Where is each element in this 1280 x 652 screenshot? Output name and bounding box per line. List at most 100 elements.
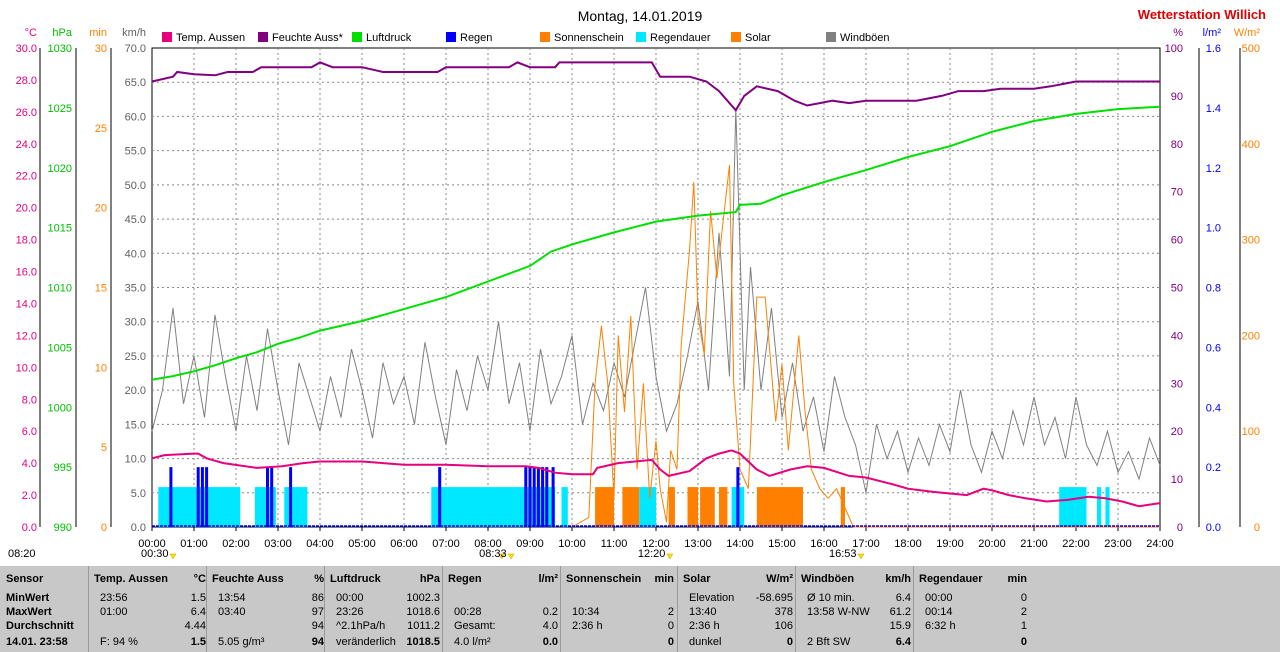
stat-value-label: 23:56: [100, 592, 128, 604]
column-separator: [324, 566, 325, 652]
axis-tick-label: 100: [1165, 43, 1183, 55]
axis-unit: l/m²: [1203, 27, 1222, 39]
legend-swatch: [258, 32, 268, 42]
x-tick-label: 05:00: [348, 538, 376, 550]
legend-label: Sonnenschein: [554, 32, 624, 44]
sonnenschein-bar: [719, 487, 728, 527]
legend-swatch: [540, 32, 550, 42]
regen-bar: [205, 467, 209, 527]
x-tick-label: 22:00: [1062, 538, 1090, 550]
axis-tick-label: 45.0: [125, 214, 146, 226]
chart-title: Montag, 14.01.2019: [578, 8, 703, 24]
stat-value: 0: [667, 636, 674, 648]
sun-marker-label: 08:33: [479, 548, 507, 560]
stat-value-label: 00:00: [336, 592, 364, 604]
stat-value: 4.44: [184, 620, 206, 632]
stat-row-label: MaxWert: [6, 606, 52, 618]
regendauer-bar: [1105, 487, 1110, 527]
axis-unit: hPa: [52, 27, 72, 39]
axis-tick-label: 30.0: [125, 317, 146, 329]
legend-label: Luftdruck: [366, 32, 412, 44]
chart-axes: °C 30.0 28.0 26.0 24.0 22.0 20.0 18.0 16.0 14.0 12…: [8, 27, 1260, 560]
column-separator: [795, 566, 796, 652]
stat-header-unit: hPa: [419, 573, 440, 585]
axis-tick-label: 35.0: [125, 283, 146, 295]
regen-bar: [524, 467, 528, 527]
stat-value-label: 00:00: [925, 592, 953, 604]
statistics-table: Sensor Temp. Aussen °C Feuchte Auss% Luftdru…: [0, 566, 1280, 652]
x-tick-label: 14:00: [726, 538, 754, 550]
stat-header-unit: °C: [193, 573, 206, 585]
stat-value-label: 5.05 g/m³: [218, 636, 265, 648]
stat-header: Luftdruck: [330, 573, 381, 585]
stat-value: 378: [774, 606, 793, 618]
axis-tick-label: 0.6: [1206, 342, 1221, 354]
legend-swatch: [446, 32, 456, 42]
regendauer-bar: [284, 487, 308, 527]
stat-value-label: veränderlich: [336, 636, 396, 648]
stat-value-label: 13:40: [689, 606, 717, 618]
axis-tick-label: 1020: [48, 163, 72, 175]
stat-header-unit: l/m²: [538, 573, 558, 585]
x-tick-label: 13:00: [684, 538, 712, 550]
axis-tick-label: 10: [95, 362, 107, 374]
stat-header: Solar: [683, 573, 711, 585]
axis-tick-label: 28.0: [16, 75, 37, 87]
sun-marker: [169, 553, 177, 560]
feuchte-line: [151, 61, 1160, 113]
x-tick-label: 24:00: [1146, 538, 1174, 550]
axis-tick-label: 10.0: [16, 362, 37, 374]
x-tick-label: 15:00: [768, 538, 796, 550]
x-tick-label: 20:00: [978, 538, 1006, 550]
x-tick-label: 11:00: [601, 538, 628, 550]
legend-swatch: [826, 32, 836, 42]
station-name: Wetterstation Willich: [1138, 7, 1266, 22]
legend-label: Regendauer: [650, 32, 711, 44]
stat-value-label: 2 Bft SW: [807, 636, 851, 648]
axis-tick-label: 55.0: [125, 146, 146, 158]
sonnenschein-bar: [668, 487, 675, 527]
legend-label: Regen: [460, 32, 492, 44]
axis-tick-label: 20.0: [125, 385, 146, 397]
stat-value: 0: [667, 620, 674, 632]
x-tick-label: 09:00: [516, 538, 544, 550]
stat-value-label: Gesamt:: [454, 620, 496, 632]
x-tick-label: 17:00: [852, 538, 880, 550]
stat-value: 94: [311, 620, 324, 632]
x-tick-label: 04:00: [306, 538, 334, 550]
stat-header: Sensor: [6, 573, 44, 585]
regen-bar: [200, 467, 204, 527]
stat-value-label: 6:32 h: [925, 620, 956, 632]
regen-bar: [541, 467, 545, 527]
axis-tick-label: 60.0: [125, 111, 146, 123]
plot-area: [151, 47, 1161, 528]
axis-tick-label: 15.0: [125, 419, 146, 431]
x-tick-label: 08:00: [474, 538, 502, 550]
axis-tick-label: 4.0: [22, 458, 37, 470]
stat-value: 86: [311, 592, 324, 604]
x-tick-label: 02:00: [222, 538, 250, 550]
legend-label: Windböen: [840, 32, 890, 44]
x-tick-label: 16:00: [810, 538, 838, 550]
axis-unit: W/m²: [1234, 27, 1261, 39]
sonnenschein-bar: [595, 487, 614, 527]
x-tick-label: 00:00: [138, 538, 166, 550]
axis-tick-label: 500: [1242, 43, 1260, 55]
legend-swatch: [352, 32, 362, 42]
stat-value: 1: [1020, 620, 1027, 632]
stat-row-label: MinWert: [6, 592, 50, 604]
legend-label: Temp. Aussen: [176, 32, 245, 44]
stat-value: 15.9: [889, 620, 911, 632]
stat-value: 6.4: [895, 592, 911, 604]
axis-tick-label: 1015: [48, 223, 72, 235]
axis-unit: min: [89, 27, 107, 39]
stat-value: 0.0: [542, 636, 558, 648]
legend-swatch: [636, 32, 646, 42]
axis-tick-label: 1000: [48, 402, 72, 414]
regen-bar: [438, 467, 442, 527]
axis-tick-label: 100: [1242, 426, 1260, 438]
sun-marker: [857, 553, 865, 560]
stat-value-label: dunkel: [689, 636, 722, 648]
stat-header: Sonnenschein: [566, 573, 642, 585]
axis-tick-label: 0.4: [1206, 402, 1221, 414]
